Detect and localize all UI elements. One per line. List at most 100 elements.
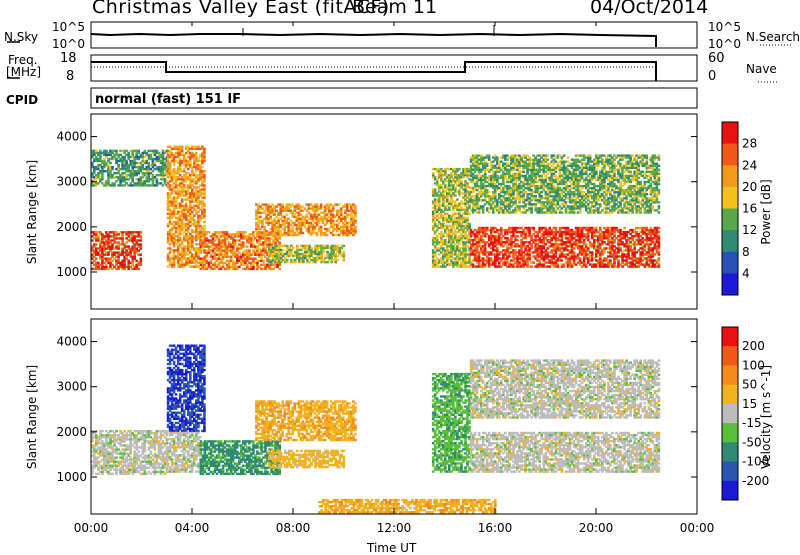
echo-cell xyxy=(346,216,349,218)
echo-cell xyxy=(432,172,435,174)
echo-cell xyxy=(140,245,143,247)
echo-cell xyxy=(140,254,143,256)
echo-cell xyxy=(193,219,196,221)
echo-cell xyxy=(324,210,327,212)
echo-cell xyxy=(613,245,616,247)
echo-cell xyxy=(111,260,114,262)
echo-cell xyxy=(131,176,134,178)
echo-cell xyxy=(203,249,206,251)
echo-cell xyxy=(555,253,558,255)
echo-cell xyxy=(613,261,616,263)
echo-cell xyxy=(615,227,618,229)
echo-cell xyxy=(252,243,255,245)
echo-cell xyxy=(478,165,481,167)
echo-cell xyxy=(530,265,533,267)
echo-cell xyxy=(203,170,206,172)
echo-cell xyxy=(456,198,459,200)
echo-cell xyxy=(516,235,519,237)
echo-cell xyxy=(468,205,471,207)
echo-cell xyxy=(646,227,649,229)
echo-cell xyxy=(343,245,346,247)
echo-cell xyxy=(115,150,118,152)
noise-sky-trace xyxy=(91,34,656,47)
echo-cell xyxy=(133,254,136,256)
echo-cell xyxy=(460,200,463,202)
echo-cell xyxy=(456,170,459,172)
echo-cell xyxy=(152,170,155,172)
echo-cell xyxy=(468,213,471,215)
echo-cell xyxy=(140,239,143,241)
echo-cell xyxy=(595,227,598,229)
echo-cell xyxy=(206,254,209,256)
echo-cell xyxy=(336,259,339,261)
echo-cell xyxy=(458,241,461,243)
echo-cell xyxy=(156,178,159,180)
echo-cell xyxy=(573,251,576,253)
echo-cell xyxy=(117,170,120,172)
echo-cell xyxy=(633,253,636,255)
echo-cell xyxy=(304,207,307,209)
echo-cell xyxy=(187,188,190,190)
echo-cell xyxy=(173,168,176,170)
echo-cell xyxy=(99,156,102,158)
echo-cell xyxy=(442,235,445,237)
echo-cell xyxy=(278,241,281,243)
echo-cell xyxy=(644,247,647,249)
echo-cell xyxy=(95,258,98,260)
echo-cell xyxy=(354,226,357,228)
echo-cell xyxy=(482,239,485,241)
echo-cell xyxy=(332,210,335,212)
echo-cell xyxy=(448,209,451,211)
echo-cell xyxy=(292,228,295,230)
echo-cell xyxy=(201,200,204,202)
echo-cell xyxy=(131,260,134,262)
echo-cell xyxy=(658,235,661,237)
echo-cell xyxy=(658,253,661,255)
echo-cell xyxy=(320,203,323,205)
echo-cell xyxy=(555,227,558,229)
echo-cell xyxy=(197,221,200,223)
echo-cell xyxy=(617,259,620,261)
echo-cell xyxy=(591,251,594,253)
freq-panel xyxy=(7,55,778,82)
echo-cell xyxy=(530,235,533,237)
echo-cell xyxy=(197,253,200,255)
echo-cell xyxy=(179,164,182,166)
echo-cell xyxy=(193,215,196,217)
echo-cell xyxy=(197,265,200,267)
echo-cell xyxy=(587,235,590,237)
echo-cell xyxy=(111,264,114,266)
echo-cell xyxy=(478,253,481,255)
echo-cell xyxy=(494,261,497,263)
echo-cell xyxy=(195,152,198,154)
echo-cell xyxy=(545,227,548,229)
echo-cell xyxy=(466,217,469,219)
echo-cell xyxy=(658,257,661,259)
echo-cell xyxy=(203,188,206,190)
echo-cell xyxy=(206,233,209,235)
echo-cell xyxy=(320,228,323,230)
echo-cell xyxy=(111,166,114,168)
echo-cell xyxy=(585,243,588,245)
echo-cell xyxy=(140,231,143,233)
echo-cell xyxy=(250,254,253,256)
echo-cell xyxy=(203,148,206,150)
echo-cell xyxy=(109,170,112,172)
freq-trace xyxy=(91,62,656,81)
echo-cell xyxy=(338,222,341,224)
echo-cell xyxy=(434,221,437,223)
echo-cell xyxy=(561,259,564,261)
echo-cell xyxy=(177,196,180,198)
echo-cell xyxy=(440,168,443,170)
echo-cell xyxy=(203,221,206,223)
echo-cell xyxy=(482,211,485,213)
echo-cell xyxy=(496,247,499,249)
echo-cell xyxy=(498,261,501,263)
echo-cell xyxy=(203,203,206,205)
echo-cell xyxy=(290,251,293,253)
echo-cell xyxy=(187,229,190,231)
echo-cell xyxy=(140,243,143,245)
echo-cell xyxy=(203,209,206,211)
echo-cell xyxy=(177,247,180,249)
